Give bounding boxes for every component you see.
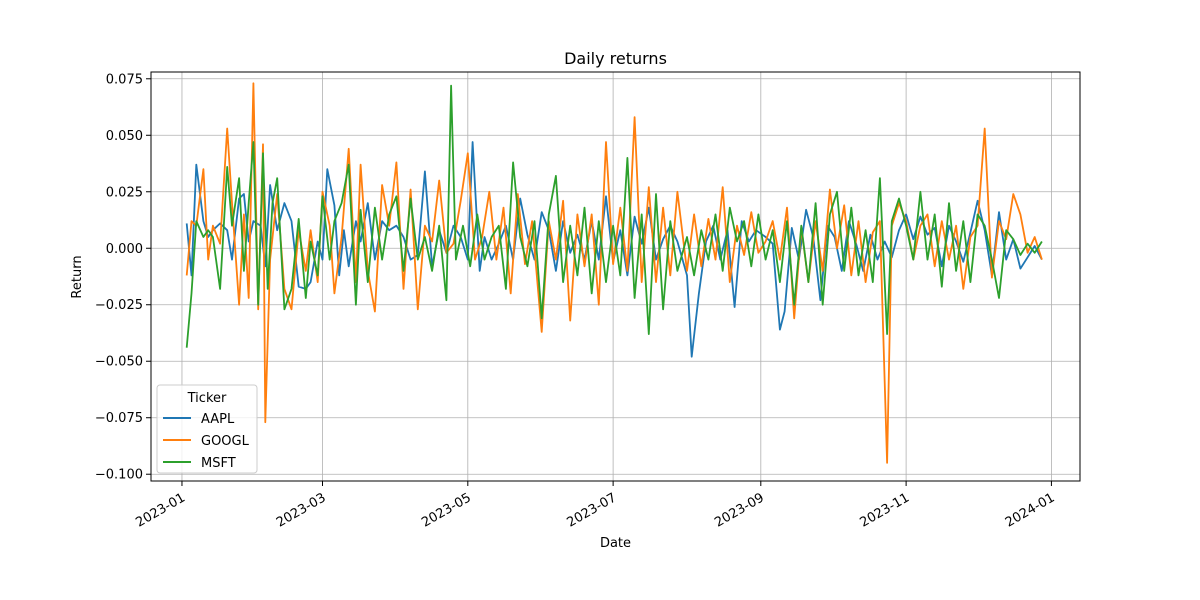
y-axis: 0.075 0.050 0.025 0.000 −0.025 −0.050 −0.075 −0… <box>95 72 151 483</box>
y-tick-label: 0.025 <box>106 185 143 200</box>
x-axis-title: Date <box>600 536 631 551</box>
legend-label-googl: GOOGL <box>201 434 250 449</box>
y-tick-label: −0.025 <box>95 298 143 313</box>
y-tick-label: −0.100 <box>95 468 143 483</box>
y-tick-label: −0.050 <box>95 355 143 370</box>
y-tick-label: 0.050 <box>106 129 143 144</box>
legend: Ticker AAPL GOOGL MSFT <box>156 384 258 474</box>
legend-box <box>156 384 258 474</box>
chart-title: Daily returns <box>564 49 667 68</box>
legend-label-msft: MSFT <box>201 456 236 471</box>
y-tick-label: 0.000 <box>106 242 143 257</box>
plot-frame <box>150 71 1081 482</box>
series-line-msft <box>185 84 1043 348</box>
y-tick-label: −0.075 <box>95 411 143 426</box>
legend-title: Ticker <box>187 391 227 406</box>
series-layer <box>185 82 1043 464</box>
legend-label-aapl: AAPL <box>201 412 235 427</box>
y-axis-title: Return <box>70 255 85 298</box>
y-tick-label: 0.075 <box>106 72 143 87</box>
